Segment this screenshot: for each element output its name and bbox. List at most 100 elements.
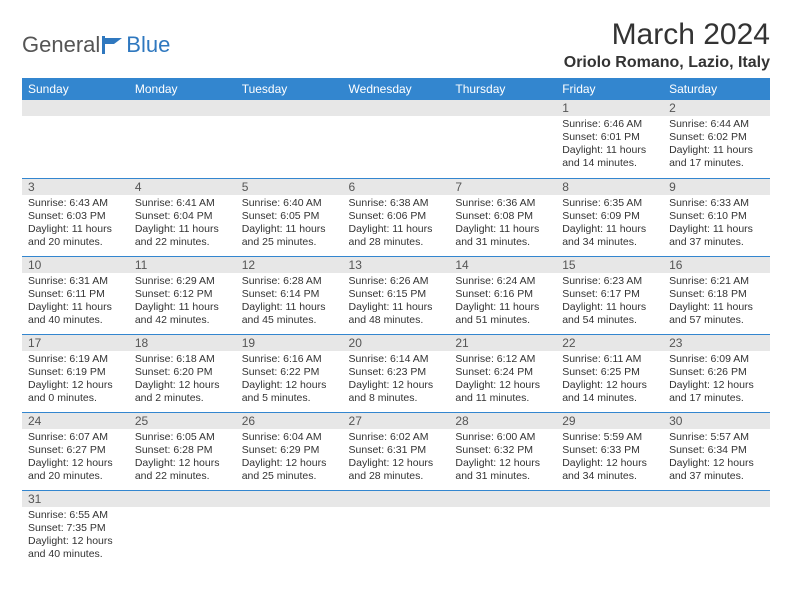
day-details: Sunrise: 6:44 AMSunset: 6:02 PMDaylight:…: [663, 116, 770, 175]
calendar-cell: 3Sunrise: 6:43 AMSunset: 6:03 PMDaylight…: [22, 178, 129, 256]
calendar-row: 17Sunrise: 6:19 AMSunset: 6:19 PMDayligh…: [22, 334, 770, 412]
daylight-text: and 8 minutes.: [349, 392, 444, 405]
sunset-text: Sunset: 6:34 PM: [669, 444, 764, 457]
sunset-text: Sunset: 6:32 PM: [455, 444, 550, 457]
sunrise-text: Sunrise: 6:26 AM: [349, 275, 444, 288]
day-details: Sunrise: 6:19 AMSunset: 6:19 PMDaylight:…: [22, 351, 129, 410]
daylight-text: Daylight: 12 hours: [242, 457, 337, 470]
sunrise-text: Sunrise: 6:11 AM: [562, 353, 657, 366]
calendar-table: Sunday Monday Tuesday Wednesday Thursday…: [22, 78, 770, 568]
calendar-cell: 19Sunrise: 6:16 AMSunset: 6:22 PMDayligh…: [236, 334, 343, 412]
day-number: 10: [22, 257, 129, 273]
daylight-text: Daylight: 12 hours: [562, 457, 657, 470]
calendar-cell: 25Sunrise: 6:05 AMSunset: 6:28 PMDayligh…: [129, 412, 236, 490]
daylight-text: Daylight: 11 hours: [562, 301, 657, 314]
calendar-cell: 31Sunrise: 6:55 AMSunset: 7:35 PMDayligh…: [22, 490, 129, 568]
daylight-text: and 17 minutes.: [669, 157, 764, 170]
daylight-text: and 17 minutes.: [669, 392, 764, 405]
day-number: 21: [449, 335, 556, 351]
day-details: Sunrise: 6:09 AMSunset: 6:26 PMDaylight:…: [663, 351, 770, 410]
day-details: [343, 507, 450, 557]
day-number: 5: [236, 179, 343, 195]
sunset-text: Sunset: 6:31 PM: [349, 444, 444, 457]
day-number: 24: [22, 413, 129, 429]
logo-text-1: General: [22, 32, 100, 58]
daylight-text: and 20 minutes.: [28, 470, 123, 483]
day-number: 13: [343, 257, 450, 273]
day-details: Sunrise: 6:41 AMSunset: 6:04 PMDaylight:…: [129, 195, 236, 254]
day-number: 2: [663, 100, 770, 116]
col-monday: Monday: [129, 78, 236, 100]
daylight-text: and 11 minutes.: [455, 392, 550, 405]
calendar-cell: 18Sunrise: 6:18 AMSunset: 6:20 PMDayligh…: [129, 334, 236, 412]
calendar-cell: 24Sunrise: 6:07 AMSunset: 6:27 PMDayligh…: [22, 412, 129, 490]
sunrise-text: Sunrise: 6:07 AM: [28, 431, 123, 444]
calendar-cell: 12Sunrise: 6:28 AMSunset: 6:14 PMDayligh…: [236, 256, 343, 334]
sunrise-text: Sunrise: 6:33 AM: [669, 197, 764, 210]
day-number: 14: [449, 257, 556, 273]
logo-flag-icon: [102, 36, 124, 54]
day-number: 8: [556, 179, 663, 195]
sunrise-text: Sunrise: 6:24 AM: [455, 275, 550, 288]
day-details: Sunrise: 5:59 AMSunset: 6:33 PMDaylight:…: [556, 429, 663, 488]
daylight-text: and 34 minutes.: [562, 236, 657, 249]
sunset-text: Sunset: 6:05 PM: [242, 210, 337, 223]
day-number: [343, 491, 450, 507]
sunset-text: Sunset: 6:16 PM: [455, 288, 550, 301]
day-number: 25: [129, 413, 236, 429]
sunset-text: Sunset: 6:22 PM: [242, 366, 337, 379]
calendar-row: 3Sunrise: 6:43 AMSunset: 6:03 PMDaylight…: [22, 178, 770, 256]
daylight-text: and 5 minutes.: [242, 392, 337, 405]
daylight-text: and 42 minutes.: [135, 314, 230, 327]
calendar-cell: [22, 100, 129, 178]
col-friday: Friday: [556, 78, 663, 100]
day-details: Sunrise: 6:43 AMSunset: 6:03 PMDaylight:…: [22, 195, 129, 254]
sunrise-text: Sunrise: 6:19 AM: [28, 353, 123, 366]
sunrise-text: Sunrise: 6:31 AM: [28, 275, 123, 288]
day-number: 1: [556, 100, 663, 116]
calendar-cell: 8Sunrise: 6:35 AMSunset: 6:09 PMDaylight…: [556, 178, 663, 256]
daylight-text: Daylight: 12 hours: [455, 379, 550, 392]
day-number: 30: [663, 413, 770, 429]
day-details: Sunrise: 6:24 AMSunset: 6:16 PMDaylight:…: [449, 273, 556, 332]
sunset-text: Sunset: 6:06 PM: [349, 210, 444, 223]
daylight-text: and 40 minutes.: [28, 314, 123, 327]
daylight-text: and 25 minutes.: [242, 470, 337, 483]
day-number: 3: [22, 179, 129, 195]
daylight-text: and 31 minutes.: [455, 470, 550, 483]
sunset-text: Sunset: 6:12 PM: [135, 288, 230, 301]
day-number: 29: [556, 413, 663, 429]
day-number: 23: [663, 335, 770, 351]
daylight-text: and 34 minutes.: [562, 470, 657, 483]
calendar-cell: 15Sunrise: 6:23 AMSunset: 6:17 PMDayligh…: [556, 256, 663, 334]
sunrise-text: Sunrise: 6:41 AM: [135, 197, 230, 210]
sunset-text: Sunset: 6:14 PM: [242, 288, 337, 301]
calendar-row: 10Sunrise: 6:31 AMSunset: 6:11 PMDayligh…: [22, 256, 770, 334]
daylight-text: Daylight: 11 hours: [349, 301, 444, 314]
daylight-text: and 37 minutes.: [669, 236, 764, 249]
day-number: 16: [663, 257, 770, 273]
daylight-text: and 57 minutes.: [669, 314, 764, 327]
daylight-text: Daylight: 11 hours: [455, 223, 550, 236]
calendar-cell: 16Sunrise: 6:21 AMSunset: 6:18 PMDayligh…: [663, 256, 770, 334]
daylight-text: Daylight: 12 hours: [562, 379, 657, 392]
daylight-text: Daylight: 11 hours: [455, 301, 550, 314]
sunset-text: Sunset: 6:18 PM: [669, 288, 764, 301]
daylight-text: Daylight: 11 hours: [28, 223, 123, 236]
calendar-cell: [663, 490, 770, 568]
calendar-row: 24Sunrise: 6:07 AMSunset: 6:27 PMDayligh…: [22, 412, 770, 490]
daylight-text: and 37 minutes.: [669, 470, 764, 483]
day-details: [22, 116, 129, 166]
sunrise-text: Sunrise: 6:09 AM: [669, 353, 764, 366]
daylight-text: Daylight: 11 hours: [135, 301, 230, 314]
day-details: Sunrise: 6:11 AMSunset: 6:25 PMDaylight:…: [556, 351, 663, 410]
header: General Blue March 2024 Oriolo Romano, L…: [22, 18, 770, 72]
calendar-cell: 6Sunrise: 6:38 AMSunset: 6:06 PMDaylight…: [343, 178, 450, 256]
calendar-cell: 1Sunrise: 6:46 AMSunset: 6:01 PMDaylight…: [556, 100, 663, 178]
daylight-text: Daylight: 11 hours: [135, 223, 230, 236]
sunrise-text: Sunrise: 6:14 AM: [349, 353, 444, 366]
day-details: Sunrise: 6:21 AMSunset: 6:18 PMDaylight:…: [663, 273, 770, 332]
daylight-text: and 40 minutes.: [28, 548, 123, 561]
sunrise-text: Sunrise: 6:00 AM: [455, 431, 550, 444]
calendar-cell: 21Sunrise: 6:12 AMSunset: 6:24 PMDayligh…: [449, 334, 556, 412]
